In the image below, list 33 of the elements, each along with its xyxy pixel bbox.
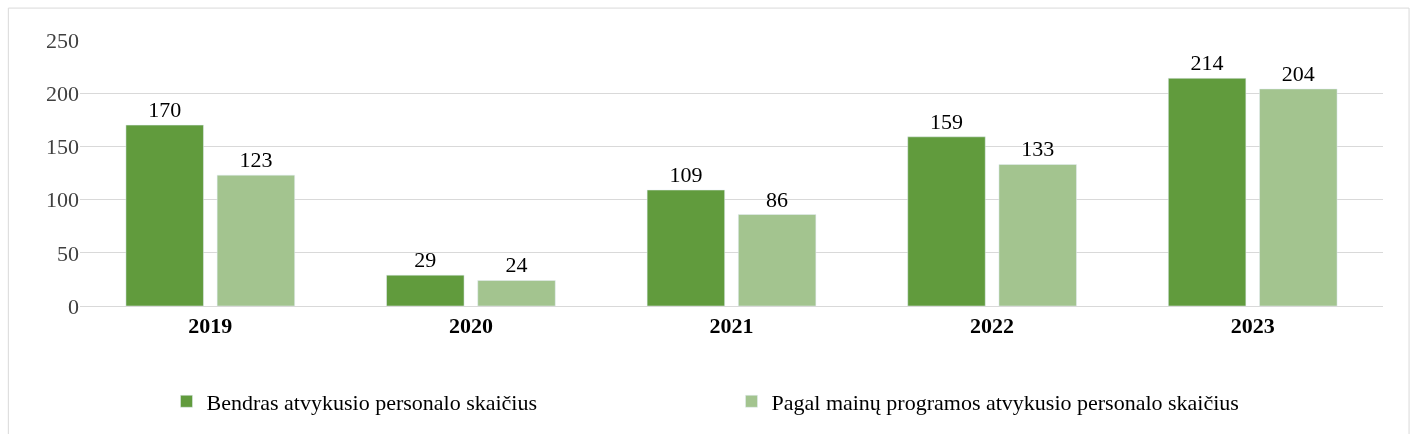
bar [1168,78,1247,306]
legend-label: Pagal mainų programos atvykusio personalo skaičius [771,389,1239,415]
data-label: 214 [1190,50,1224,76]
bar [216,174,295,306]
data-label: 159 [929,108,963,134]
bar [738,214,817,306]
bar [386,274,465,306]
x-tick-label: 2023 [1230,313,1275,339]
legend-label: Bendras atvykusio personalo skaičius [206,389,538,415]
x-tick-label: 2022 [970,313,1015,339]
y-tick-label: 0 [68,293,79,319]
bar [477,280,556,306]
data-label: 133 [1021,136,1055,162]
y-tick-label: 50 [57,240,79,266]
bar [646,189,725,306]
data-label: 170 [148,97,182,123]
x-tick-label: 2019 [188,313,233,339]
bar [125,124,204,306]
x-tick-label: 2021 [709,313,754,339]
data-label: 24 [505,252,528,278]
data-label: 123 [239,147,273,173]
y-tick-label: 200 [46,80,79,106]
bar [998,164,1077,306]
y-tick-label: 250 [46,27,79,53]
bar [907,136,986,306]
x-tick-label: 2020 [448,313,493,339]
y-tick-label: 150 [46,134,79,160]
bar [1259,88,1338,306]
data-label: 86 [766,186,789,212]
y-tick-label: 100 [46,187,79,213]
data-label: 29 [414,247,437,273]
data-label: 204 [1281,60,1315,86]
data-label: 109 [669,162,703,188]
